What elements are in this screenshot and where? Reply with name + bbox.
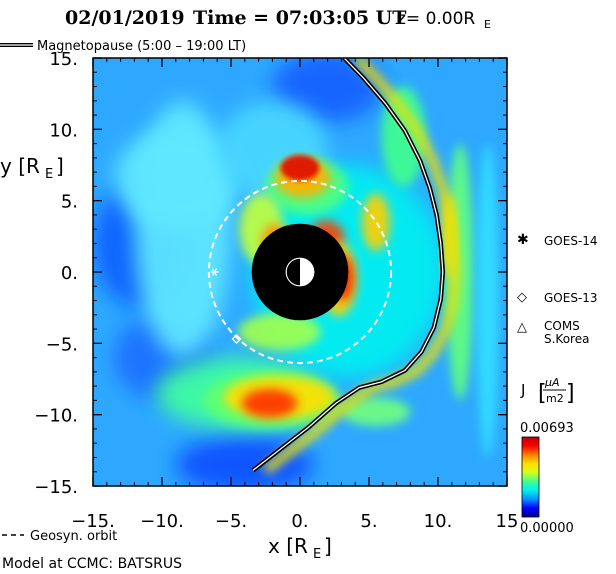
magnetopause-legend-label: Magnetopause (5:00 – 19:00 LT) bbox=[37, 39, 246, 54]
magnetopause-legend: Magnetopause (5:00 – 19:00 LT) bbox=[0, 39, 246, 54]
satellite-legend: ✱ GOES-14 ◇ GOES-13 △ COMS S.Korea bbox=[517, 232, 598, 346]
y-axis-label-main: y [R bbox=[0, 154, 40, 178]
satellite-marker-goes14 bbox=[210, 268, 219, 276]
y-tick-label: −15. bbox=[34, 477, 78, 498]
legend-label-coms-line2: S.Korea bbox=[544, 332, 589, 346]
chart-title-date: 02/01/2019 bbox=[65, 7, 185, 29]
legend-symbol-coms: △ bbox=[517, 320, 527, 335]
geosync-legend-label: Geosyn. orbit bbox=[30, 529, 117, 544]
y-axis-label: y [R E ] bbox=[0, 154, 64, 182]
heatmap-patch bbox=[237, 313, 321, 351]
satellite-markers bbox=[210, 268, 242, 344]
heatmap-patch bbox=[272, 58, 383, 123]
y-axis-label-end: ] bbox=[56, 154, 64, 178]
colorbar-bracket-close: ] bbox=[566, 381, 575, 406]
earth-night-side bbox=[286, 258, 300, 286]
chart-title-time: Time = 07:03:05 UT bbox=[193, 7, 406, 29]
colorbar-min-label: 0.00000 bbox=[520, 521, 574, 536]
heatmap-magnetopause-current bbox=[262, 58, 461, 475]
earth-outline bbox=[285, 257, 315, 287]
y-axis: 15. 10. 5. 0. −5. −10. −15. bbox=[34, 49, 507, 498]
x-axis-label: x [R E ] bbox=[268, 534, 332, 562]
y-tick-label: 10. bbox=[49, 120, 78, 141]
heatmap-patch bbox=[113, 129, 238, 230]
x-tick-label: −15. bbox=[71, 511, 115, 532]
x-tick-label: 0. bbox=[291, 511, 308, 532]
legend-symbol-goes14: ✱ bbox=[517, 232, 529, 248]
y-tick-label: 15. bbox=[49, 49, 78, 70]
colorbar-unit-numerator: μA bbox=[544, 376, 560, 389]
x-axis-label-sub: E bbox=[313, 547, 321, 562]
heatmap-patch bbox=[476, 143, 499, 458]
y-tick-label: −5. bbox=[46, 334, 78, 355]
x-tick-label: −10. bbox=[140, 511, 184, 532]
y-tick-label: −10. bbox=[34, 406, 78, 427]
geosync-legend: Geosyn. orbit bbox=[2, 529, 117, 544]
legend-label-goes13: GOES-13 bbox=[544, 291, 598, 305]
colorbar-max-label: 0.00693 bbox=[520, 421, 574, 436]
heatmap-patch bbox=[341, 397, 411, 427]
x-tick-label: 5. bbox=[360, 511, 377, 532]
legend-symbol-goes13: ◇ bbox=[517, 290, 527, 305]
y-tick-label: 5. bbox=[61, 192, 78, 213]
colorbar-unit-denominator: m2 bbox=[546, 392, 564, 405]
satellite-marker-stroke bbox=[211, 268, 218, 276]
satellite-marker-goes13 bbox=[231, 334, 242, 344]
x-tick-label: 15 bbox=[496, 511, 519, 532]
x-axis: −15. −10. −5. 0. 5. 10. 15 bbox=[71, 58, 518, 532]
geosynchronous-orbit bbox=[207, 179, 393, 365]
plot-area bbox=[93, 58, 507, 486]
colorbar-bracket-open: [ bbox=[538, 381, 547, 406]
magnetopause-curve bbox=[252, 58, 444, 471]
x-tick-label: 10. bbox=[424, 511, 453, 532]
legend-label-goes14: GOES-14 bbox=[544, 234, 598, 248]
y-tick-label: 0. bbox=[61, 263, 78, 284]
colorbar-label-j: J bbox=[520, 381, 525, 399]
chart-title-z-subscript: E bbox=[484, 18, 491, 31]
chart-title-z: z= 0.00R bbox=[397, 9, 475, 29]
x-axis-label-main: x [R bbox=[268, 534, 308, 558]
x-axis-label-end: ] bbox=[324, 534, 332, 558]
y-axis-label-sub: E bbox=[45, 167, 53, 182]
footer-model-credit: Model at CCMC: BATSRUS bbox=[2, 556, 182, 572]
colorbar: J μA m2 [ ] 0.00693 0.00000 bbox=[520, 376, 575, 536]
colorbar-scale bbox=[521, 436, 540, 518]
heatmap-patch bbox=[242, 388, 298, 418]
x-tick-label: −5. bbox=[215, 511, 247, 532]
heatmap-patch bbox=[280, 155, 320, 181]
legend-label-coms-line1: COMS bbox=[544, 319, 580, 333]
earth-symbol bbox=[285, 257, 315, 287]
